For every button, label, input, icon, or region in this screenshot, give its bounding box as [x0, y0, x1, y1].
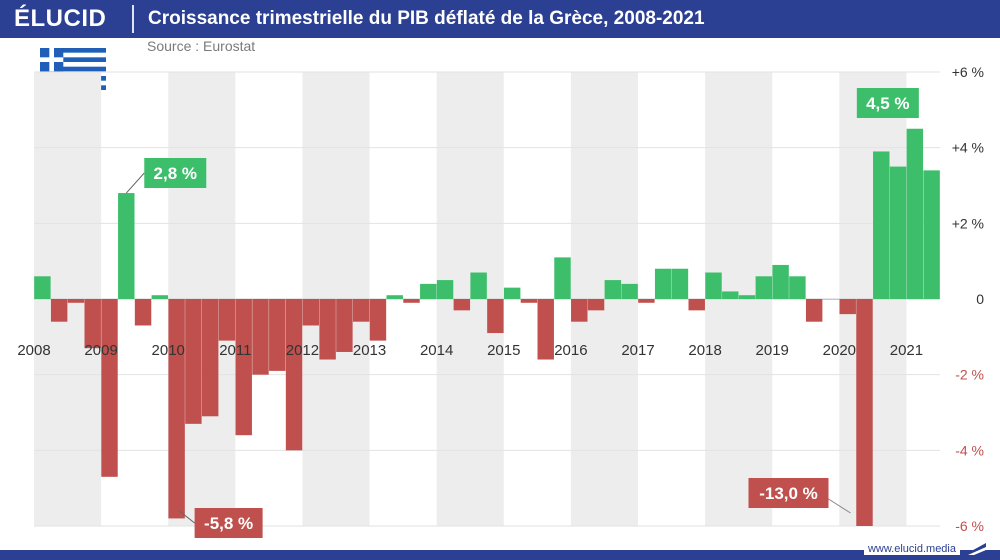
annotation-leader [125, 172, 145, 194]
data-bar [386, 295, 403, 299]
data-bar [856, 299, 873, 526]
x-tick-label: 2012 [286, 342, 319, 359]
data-bar [621, 283, 638, 299]
data-bar [839, 299, 856, 315]
data-bar [453, 299, 471, 311]
header-bar: ÉLUCID Croissance trimestrielle du PIB d… [0, 0, 1000, 38]
data-bar [688, 299, 705, 311]
annotation-box [856, 88, 919, 118]
annotation-box [748, 478, 829, 508]
chart-title: Croissance trimestrielle du PIB déflaté … [148, 8, 705, 29]
data-bar [420, 283, 437, 299]
data-bar [638, 299, 655, 303]
x-tick-label: 2017 [621, 342, 654, 359]
data-bar [772, 264, 789, 299]
data-bar [755, 276, 773, 299]
data-bar [554, 257, 571, 299]
data-bar [168, 299, 185, 519]
y-tick-label: +6 % [952, 64, 984, 80]
data-bar [587, 299, 605, 311]
data-bar [571, 299, 588, 322]
data-bar [906, 128, 924, 299]
annotation-box [144, 158, 207, 188]
data-bar [520, 299, 538, 303]
x-tick-label: 2010 [152, 342, 185, 359]
data-bar [218, 299, 236, 341]
x-tick-label: 2015 [487, 342, 520, 359]
annotation-box [194, 508, 263, 538]
chart-source: Source : Eurostat [147, 38, 256, 54]
x-tick-label: 2021 [890, 342, 923, 359]
x-tick-label: 2014 [420, 342, 453, 359]
annotation-label: 2,8 % [154, 164, 197, 183]
x-tick-label: 2018 [688, 342, 721, 359]
footer-bar [0, 550, 1000, 560]
elucid-logo: ÉLUCID [14, 5, 107, 32]
data-bar [487, 299, 504, 334]
data-bar [805, 299, 823, 322]
y-tick-label: 0 [976, 291, 984, 307]
data-bar [789, 276, 806, 299]
data-bar [738, 295, 756, 299]
data-bar [671, 268, 689, 299]
annotation-leader [178, 510, 195, 524]
data-bar [302, 299, 320, 326]
y-tick-label: +4 % [952, 140, 984, 156]
y-tick-label: -4 % [955, 442, 984, 458]
data-bar [604, 280, 622, 299]
data-bar [118, 193, 135, 299]
y-tick-label: +2 % [952, 215, 984, 231]
annotation-leader [828, 498, 851, 514]
data-bar [503, 287, 521, 299]
data-bar [822, 299, 840, 300]
data-bar [352, 299, 370, 322]
data-bar [537, 299, 554, 360]
data-bar [84, 299, 101, 349]
x-tick-label: 2008 [17, 342, 50, 359]
y-tick-label: -6 % [955, 518, 984, 534]
data-bar [873, 151, 890, 299]
data-bar [285, 299, 303, 451]
data-bar [923, 170, 940, 299]
data-bar [705, 272, 722, 299]
data-bar [269, 299, 286, 371]
data-bar [722, 291, 739, 299]
data-bar [369, 299, 387, 341]
annotation-label: 4,5 % [866, 94, 909, 113]
x-tick-label: 2009 [84, 342, 117, 359]
header-separator [132, 5, 134, 33]
data-bar [235, 299, 252, 436]
data-bar [336, 299, 353, 352]
x-tick-label: 2016 [554, 342, 587, 359]
data-bar [319, 299, 336, 360]
data-bar [134, 299, 152, 326]
y-tick-label: -2 % [955, 367, 984, 383]
data-bar [185, 299, 202, 424]
annotation-label: -5,8 % [204, 514, 253, 533]
data-bar [151, 295, 169, 299]
data-bar [201, 299, 219, 417]
data-bar [50, 299, 68, 322]
x-tick-label: 2011 [219, 342, 251, 359]
data-bar [252, 299, 269, 375]
x-tick-label: 2019 [756, 342, 789, 359]
data-bar [67, 299, 85, 303]
data-bar [403, 299, 420, 303]
data-bar [654, 268, 672, 299]
data-bar [34, 276, 51, 299]
elucid-mark-icon [964, 543, 986, 555]
data-bar [101, 299, 118, 477]
data-bar [436, 280, 454, 299]
annotation-label: -13,0 % [759, 484, 818, 503]
x-tick-label: 2013 [353, 342, 386, 359]
footer-url: www.elucid.media [863, 543, 960, 555]
data-bar [470, 272, 487, 299]
x-tick-label: 2020 [823, 342, 856, 359]
data-bar [889, 166, 907, 299]
